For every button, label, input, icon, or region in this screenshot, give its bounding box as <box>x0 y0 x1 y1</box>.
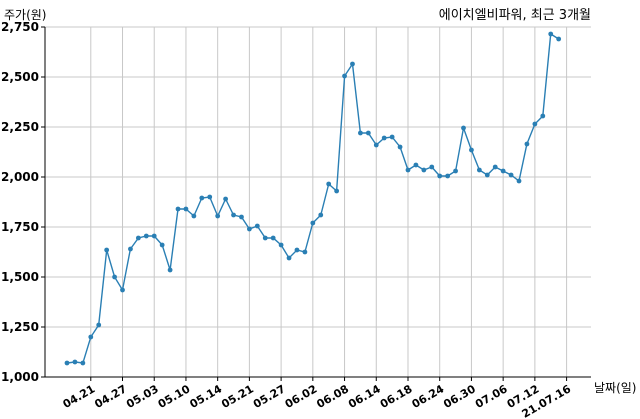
x-tick-label: 06.24 <box>410 382 447 411</box>
y-tick-label: 1,500 <box>1 270 39 284</box>
y-tick-label: 1,000 <box>1 370 39 384</box>
data-point <box>556 36 562 42</box>
data-point <box>365 130 371 136</box>
data-point <box>532 121 538 127</box>
x-tick-label: 05.27 <box>251 382 288 411</box>
data-point <box>183 206 189 212</box>
data-point <box>135 235 141 241</box>
data-point <box>159 242 165 248</box>
y-tick-label: 1,750 <box>1 220 39 234</box>
x-tick-label: 04.21 <box>61 382 98 411</box>
data-point <box>302 249 308 255</box>
data-point <box>254 223 260 229</box>
y-tick-label: 2,000 <box>1 170 39 184</box>
data-point <box>167 267 173 273</box>
data-point <box>191 213 197 219</box>
y-axis-label: 주가(원) <box>4 8 46 22</box>
data-point <box>120 287 125 293</box>
data-point <box>484 172 490 178</box>
x-tick-label: 06.08 <box>314 382 351 411</box>
y-tick-label: 2,500 <box>1 70 39 84</box>
y-tick-label: 1,250 <box>1 320 39 334</box>
x-tick-label: 07.06 <box>473 382 510 411</box>
x-tick-labels: 04.2104.2705.0305.1005.1405.2105.2706.02… <box>61 377 573 419</box>
data-point <box>453 168 458 174</box>
data-point <box>516 178 522 184</box>
data-point <box>389 134 395 140</box>
data-point <box>508 172 514 178</box>
data-points <box>64 31 562 366</box>
x-tick-label: 05.03 <box>124 382 161 411</box>
data-point <box>381 135 387 141</box>
data-point <box>104 247 110 253</box>
chart-title: 에이치엘비파워, 최근 3개월 <box>439 8 591 23</box>
data-point <box>262 235 268 241</box>
x-tick-label: 06.02 <box>283 382 320 411</box>
data-point <box>270 235 276 241</box>
data-point <box>223 196 229 202</box>
grid-lines <box>45 26 591 378</box>
x-tick-label: 05.14 <box>188 382 225 411</box>
data-point <box>239 214 244 220</box>
x-tick-label: 04.27 <box>92 382 129 411</box>
data-point <box>342 73 347 79</box>
data-point <box>199 195 205 201</box>
y-tick-labels: 1,000 1,250 1,500 1,750 2,000 2,250 2,500 2,750 <box>1 20 45 384</box>
data-point <box>246 226 252 232</box>
data-point <box>294 247 300 253</box>
data-point <box>80 360 86 366</box>
data-point <box>524 141 530 147</box>
x-tick-label: 06.30 <box>441 382 478 411</box>
x-tick-label: 05.21 <box>219 382 256 411</box>
data-point <box>492 164 498 170</box>
data-point <box>175 206 181 212</box>
data-point <box>151 233 157 239</box>
data-point <box>334 188 340 194</box>
data-point <box>437 173 443 179</box>
data-point <box>350 61 355 67</box>
x-tick-label: 06.18 <box>378 382 415 411</box>
data-point <box>476 167 482 173</box>
data-point <box>231 212 236 218</box>
x-tick-label: 05.10 <box>156 382 193 411</box>
data-point <box>429 164 435 170</box>
data-point <box>96 322 102 328</box>
data-point <box>413 162 419 168</box>
data-point <box>445 173 451 179</box>
data-point <box>64 360 70 366</box>
data-point <box>215 213 221 219</box>
x-axis-label: 날짜(일) <box>594 381 636 395</box>
data-point <box>112 274 117 280</box>
data-point <box>500 168 506 174</box>
data-point <box>405 167 411 173</box>
data-point <box>143 233 149 239</box>
data-point <box>358 130 363 136</box>
data-point <box>421 167 427 173</box>
data-point <box>128 246 133 252</box>
data-point <box>286 255 292 261</box>
data-point <box>207 194 213 200</box>
data-point <box>72 359 78 365</box>
data-point <box>278 242 284 248</box>
y-tick-label: 2,750 <box>1 20 39 34</box>
data-point <box>461 125 466 131</box>
data-point <box>397 144 403 150</box>
data-point <box>373 142 379 148</box>
data-point <box>548 31 554 37</box>
y-tick-label: 2,250 <box>1 120 39 134</box>
data-point <box>88 334 94 340</box>
x-tick-label: 06.14 <box>346 382 383 411</box>
data-point <box>540 113 546 119</box>
data-point <box>318 212 324 218</box>
data-point <box>310 220 316 226</box>
data-point <box>469 147 474 153</box>
data-point <box>326 181 332 187</box>
